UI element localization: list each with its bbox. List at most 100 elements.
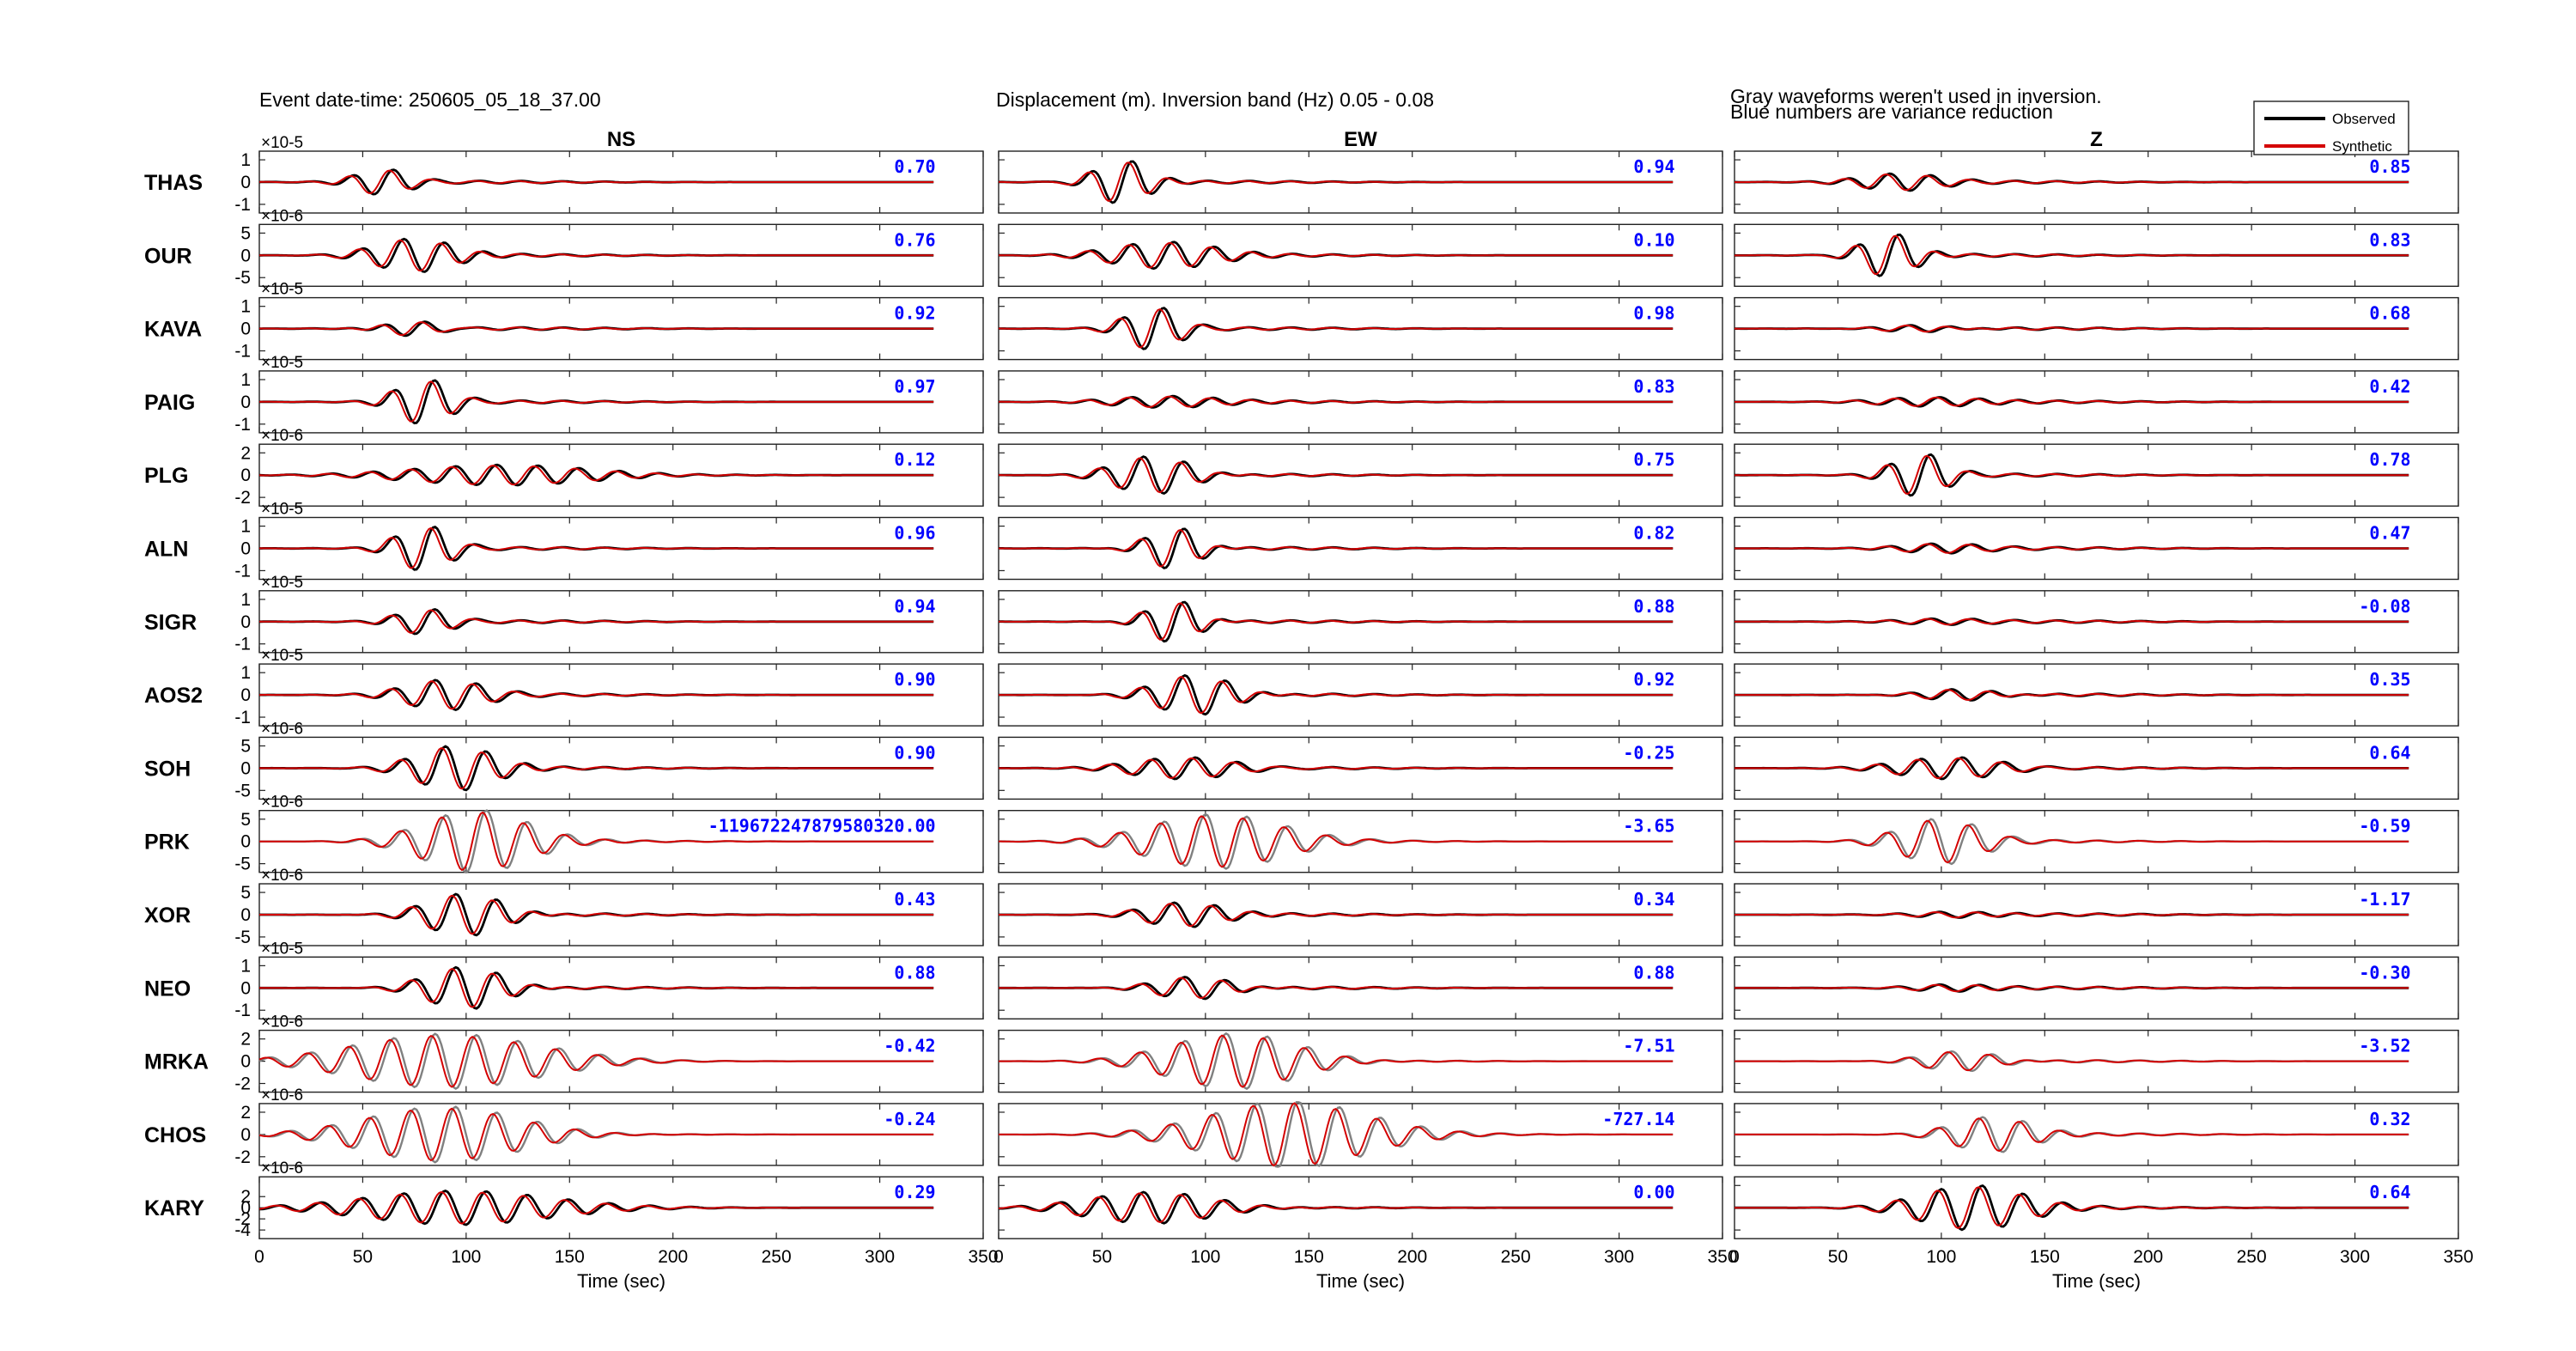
panel-paig-ns: 1 0 -1 ×10-5 0.97 xyxy=(234,354,984,435)
variance-reduction-value: 0.94 xyxy=(894,596,935,617)
panel-soh-ew: -0.25 xyxy=(998,736,1723,800)
synthetic-waveform xyxy=(999,815,1674,868)
synthetic-waveform xyxy=(258,1190,934,1225)
synthetic-waveform xyxy=(258,380,934,423)
variance-reduction-value: 0.85 xyxy=(2369,156,2410,177)
variance-reduction-value: 0.88 xyxy=(1633,596,1674,617)
station-label: MRKA xyxy=(144,1050,209,1074)
y-tick-label: 5 xyxy=(240,883,251,903)
variance-reduction-value: 0.75 xyxy=(1633,449,1674,470)
station-label: NEO xyxy=(144,977,191,1001)
y-tick-label: 5 xyxy=(240,223,251,243)
synthetic-waveform xyxy=(258,1034,934,1088)
y-tick-label: -1 xyxy=(234,708,251,727)
station-label: PLG xyxy=(144,464,188,488)
variance-reduction-value: 0.83 xyxy=(1633,376,1674,397)
variance-reduction-value: 0.00 xyxy=(1633,1182,1674,1202)
panel-aln-ns: 10-1 ×10-5 0.96 xyxy=(234,501,984,581)
variance-reduction-value: 0.97 xyxy=(894,376,935,397)
y-tick-label: 1 xyxy=(240,663,251,683)
x-tick-label: 0 xyxy=(993,1247,1004,1267)
variance-reduction-value: 0.10 xyxy=(1633,229,1674,250)
variance-reduction-value: -0.08 xyxy=(2359,596,2410,617)
x-tick-label: 250 xyxy=(2237,1247,2267,1267)
variance-reduction-value: -0.24 xyxy=(884,1109,935,1129)
station-label: ALN xyxy=(144,538,188,562)
panel-xor-ew: 0.34 xyxy=(998,883,1723,946)
column-title-ew: EW xyxy=(1344,128,1377,151)
y-tick-label: 1 xyxy=(240,150,251,170)
synthetic-waveform xyxy=(999,1034,1674,1088)
x-tick-label: 0 xyxy=(254,1247,264,1267)
y-tick-label: -1 xyxy=(234,195,251,215)
synthetic-waveform xyxy=(1735,1117,2409,1153)
y-tick-label: 1 xyxy=(240,297,251,317)
station-label: KARY xyxy=(144,1196,204,1220)
y-exponent-label: ×10-6 xyxy=(261,794,303,812)
y-tick-label: 0 xyxy=(240,173,251,192)
variance-reduction-value: 0.90 xyxy=(894,742,935,763)
x-tick-label: 100 xyxy=(1926,1247,1956,1267)
variance-reduction-value: 0.34 xyxy=(1633,889,1674,910)
synthetic-waveform xyxy=(998,1192,1674,1224)
x-tick-label: 200 xyxy=(2133,1247,2163,1267)
station-label: CHOS xyxy=(144,1123,206,1147)
panel-prk-ns: 50 -5 ×10-6 -119672247879580320.00 xyxy=(234,794,984,874)
synthetic-waveform xyxy=(1735,983,2409,993)
y-tick-label: 0 xyxy=(240,393,251,412)
variance-reduction-value: 0.82 xyxy=(1633,523,1674,544)
synthetic-waveform xyxy=(1735,757,2409,780)
panel-kary-ew: 0.00 xyxy=(998,1176,1723,1239)
y-tick-label: 0 xyxy=(240,1052,251,1072)
panel-aln-z: 0.47 xyxy=(1734,516,2459,581)
x-axis-label: Time (sec) xyxy=(577,1270,665,1292)
synthetic-waveform xyxy=(1735,396,2409,407)
panel-kava-ew: 0.98 xyxy=(998,296,1723,361)
synthetic-waveform xyxy=(999,307,1674,349)
synthetic-waveform xyxy=(1735,543,2409,554)
x-tick-label: 350 xyxy=(2443,1247,2473,1267)
y-exponent-label: ×10-5 xyxy=(261,647,303,665)
x-tick-label: 250 xyxy=(762,1247,792,1267)
panel-paig-z: 0.42 xyxy=(1734,370,2459,434)
variance-reduction-value: -0.30 xyxy=(2359,962,2410,983)
synthetic-waveform xyxy=(999,602,1674,641)
event-datetime-label: Event date-time: 250605_05_18_37.00 xyxy=(259,88,601,111)
column-title-ns: NS xyxy=(607,128,635,151)
gray-waveform-note: Gray waveforms weren't used in inversion… xyxy=(1730,85,2102,107)
y-tick-label: 0 xyxy=(240,466,251,485)
y-tick-label: -2 xyxy=(234,1074,251,1094)
panel-kava-ns: 10 -1 ×10-5 0.92 xyxy=(234,281,984,362)
y-tick-label: -5 xyxy=(234,781,251,800)
panel-sigr-z: -0.08 xyxy=(1734,590,2459,654)
x-axis-ns: 0 50 100 150 200 250 300 350 Time (sec) xyxy=(254,1247,998,1292)
synthetic-waveform xyxy=(1735,689,2409,702)
synthetic-waveform xyxy=(999,903,1674,928)
panel-aos2-z: 0.35 xyxy=(1734,663,2459,727)
synthetic-waveform xyxy=(259,321,934,337)
synthetic-waveform xyxy=(1735,1050,2409,1072)
x-tick-label: 350 xyxy=(968,1247,998,1267)
panel-aos2-ew: 0.92 xyxy=(998,663,1723,727)
variance-reduction-value: 0.78 xyxy=(2369,449,2410,470)
x-axis-ew: 0 50 100 150 200 250 300 350 Time (sec) xyxy=(993,1247,1737,1292)
variance-reduction-value: 0.47 xyxy=(2369,523,2410,544)
y-tick-label: -2 xyxy=(234,1209,251,1229)
x-axis-label: Time (sec) xyxy=(1316,1270,1405,1292)
synthetic-waveform xyxy=(259,811,934,872)
variance-reduction-value: 0.35 xyxy=(2369,669,2410,690)
panel-neo-z: -0.30 xyxy=(1734,956,2459,1020)
panel-thas-ns: 1 0 -1 ×10-5 0.70 xyxy=(234,134,984,215)
panel-mrka-z: -3.52 xyxy=(1734,1029,2459,1093)
y-tick-label: -5 xyxy=(234,268,251,288)
y-tick-label: -1 xyxy=(234,1001,251,1020)
y-exponent-label: ×10-5 xyxy=(261,501,303,519)
y-tick-label: 0 xyxy=(240,832,251,852)
variance-reduction-value: 0.92 xyxy=(894,303,935,324)
x-tick-label: 150 xyxy=(1294,1247,1324,1267)
x-axis-label: Time (sec) xyxy=(2052,1270,2141,1292)
x-tick-label: 200 xyxy=(1397,1247,1427,1267)
